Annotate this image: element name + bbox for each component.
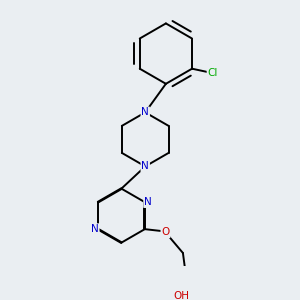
- Text: N: N: [141, 161, 149, 171]
- Text: N: N: [144, 197, 152, 207]
- Text: N: N: [91, 224, 99, 234]
- Text: Cl: Cl: [208, 68, 218, 79]
- Text: OH: OH: [173, 291, 189, 300]
- Text: O: O: [161, 227, 169, 237]
- Text: N: N: [141, 107, 149, 117]
